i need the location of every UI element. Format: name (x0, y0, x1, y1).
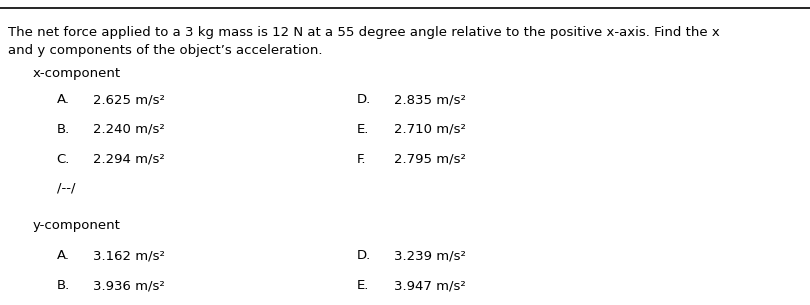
Text: E.: E. (356, 123, 369, 136)
Text: /--/: /--/ (57, 181, 75, 194)
Text: 3.947 m/s²: 3.947 m/s² (394, 279, 467, 292)
Text: 3.239 m/s²: 3.239 m/s² (394, 249, 467, 262)
Text: C.: C. (57, 153, 70, 166)
Text: 2.294 m/s²: 2.294 m/s² (93, 153, 165, 166)
Text: D.: D. (356, 93, 371, 106)
Text: y-component: y-component (32, 219, 120, 232)
Text: 2.710 m/s²: 2.710 m/s² (394, 123, 467, 136)
Text: 2.795 m/s²: 2.795 m/s² (394, 153, 467, 166)
Text: A.: A. (57, 93, 70, 106)
Text: E.: E. (356, 279, 369, 292)
Text: 2.835 m/s²: 2.835 m/s² (394, 93, 467, 106)
Text: 3.162 m/s²: 3.162 m/s² (93, 249, 165, 262)
Text: 2.240 m/s²: 2.240 m/s² (93, 123, 165, 136)
Text: A.: A. (57, 249, 70, 262)
Text: 3.936 m/s²: 3.936 m/s² (93, 279, 165, 292)
Text: The net force applied to a 3 kg mass is 12 N at a 55 degree angle relative to th: The net force applied to a 3 kg mass is … (8, 26, 720, 39)
Text: 2.625 m/s²: 2.625 m/s² (93, 93, 165, 106)
Text: and y components of the object’s acceleration.: and y components of the object’s acceler… (8, 44, 322, 57)
Text: B.: B. (57, 123, 70, 136)
Text: B.: B. (57, 279, 70, 292)
Text: F.: F. (356, 153, 366, 166)
Text: D.: D. (356, 249, 371, 262)
Text: x-component: x-component (32, 67, 121, 80)
